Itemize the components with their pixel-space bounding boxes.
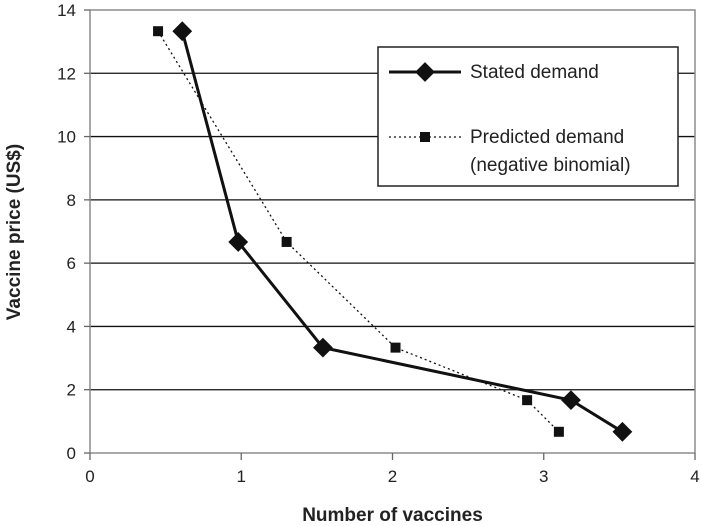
stated-demand-point-3 [313, 337, 333, 358]
x-tick-label-4: 4 [690, 467, 699, 486]
x-tick-label-3: 3 [539, 467, 548, 486]
series-stated-demand [172, 21, 633, 442]
predicted-demand-point-2 [281, 236, 292, 247]
x-tick-label-2: 2 [388, 467, 397, 486]
y-tick-label-8: 8 [67, 191, 76, 210]
predicted-demand-point-5 [553, 426, 564, 437]
predicted-demand-line [157, 30, 560, 433]
y-tick-label-6: 6 [67, 254, 76, 273]
legend-stated-label: Stated demand [470, 62, 599, 83]
series-layer [153, 21, 633, 442]
y-tick-label-2: 2 [67, 381, 76, 400]
x-axis-ticks: 0 1 2 3 4 [85, 453, 700, 486]
stated-demand-point-4 [561, 390, 581, 411]
legend-stated-marker [415, 62, 435, 82]
legend-predicted-marker [420, 132, 430, 142]
y-tick-label-10: 10 [57, 128, 76, 147]
predicted-demand-point-4 [522, 395, 533, 406]
legend-predicted-label: Predicted demand [470, 127, 624, 148]
x-axis-title: Number of vaccines [302, 505, 483, 526]
y-axis-ticks: 0 2 4 6 8 10 12 14 [57, 1, 90, 463]
x-tick-label-1: 1 [237, 467, 246, 486]
predicted-demand-point-1 [153, 26, 164, 37]
legend: Stated demand Predicted demand (negative… [377, 46, 679, 187]
predicted-demand-point-3 [390, 342, 401, 353]
y-tick-label-12: 12 [57, 64, 76, 83]
y-tick-label-4: 4 [67, 317, 76, 336]
legend-predicted-label-line2: (negative binomial) [470, 155, 631, 176]
x-tick-label-0: 0 [85, 467, 94, 486]
stated-demand-point-5 [612, 421, 633, 442]
y-axis-title: Vaccine price (US$) [4, 144, 25, 320]
y-tick-label-0: 0 [67, 444, 76, 463]
y-tick-label-14: 14 [57, 1, 76, 20]
series-predicted-demand [153, 26, 564, 437]
stated-demand-point-2 [228, 232, 249, 252]
